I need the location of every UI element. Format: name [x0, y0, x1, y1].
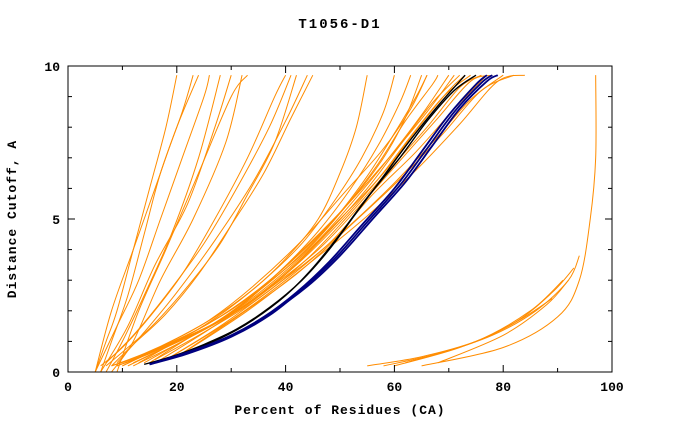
series-line [149, 74, 477, 366]
chart-title: T1056-D1 [298, 17, 381, 33]
series-line [138, 74, 450, 364]
series-line [176, 74, 515, 358]
series-line [94, 75, 178, 373]
series-line [105, 75, 221, 373]
series-line [116, 74, 455, 367]
series-line [160, 74, 493, 361]
x-tick-label: 40 [278, 380, 294, 395]
series-line [111, 75, 243, 373]
series-line [367, 298, 553, 367]
plot-area: 0 20 40 60 80 100 0 5 10 [44, 60, 624, 395]
y-tick-label: 0 [52, 366, 60, 381]
series-line [116, 74, 308, 364]
series-line [394, 267, 575, 367]
x-tick-label: 100 [600, 380, 624, 395]
x-tick-label: 0 [64, 380, 72, 395]
y-axis-label: Distance Cutoff, A [5, 140, 20, 298]
series-line [133, 74, 439, 364]
x-tick-label: 80 [495, 380, 511, 395]
series-line [405, 279, 564, 364]
series-line [149, 74, 493, 366]
series-line [122, 75, 423, 367]
series-line [154, 74, 499, 364]
series-line [143, 74, 461, 364]
series-line [421, 75, 597, 367]
y-tick-label: 10 [44, 60, 60, 75]
series-line [127, 74, 428, 367]
series-line [116, 74, 248, 373]
series-line [437, 279, 569, 364]
x-axis-label: Percent of Residues (CA) [234, 403, 445, 418]
series-line [133, 74, 466, 367]
series-line [154, 74, 482, 361]
series-line [383, 255, 580, 367]
series-line [143, 74, 466, 366]
series-line [100, 74, 287, 367]
series-line [94, 75, 210, 373]
series-line [100, 75, 194, 373]
series-line [149, 74, 471, 364]
x-tick-label: 20 [169, 380, 185, 395]
series-line [105, 74, 292, 364]
series-line [111, 74, 428, 367]
series-line [111, 75, 368, 367]
x-tick-label: 60 [387, 380, 403, 395]
series-line [94, 74, 200, 373]
y-tick-label: 5 [52, 213, 60, 228]
